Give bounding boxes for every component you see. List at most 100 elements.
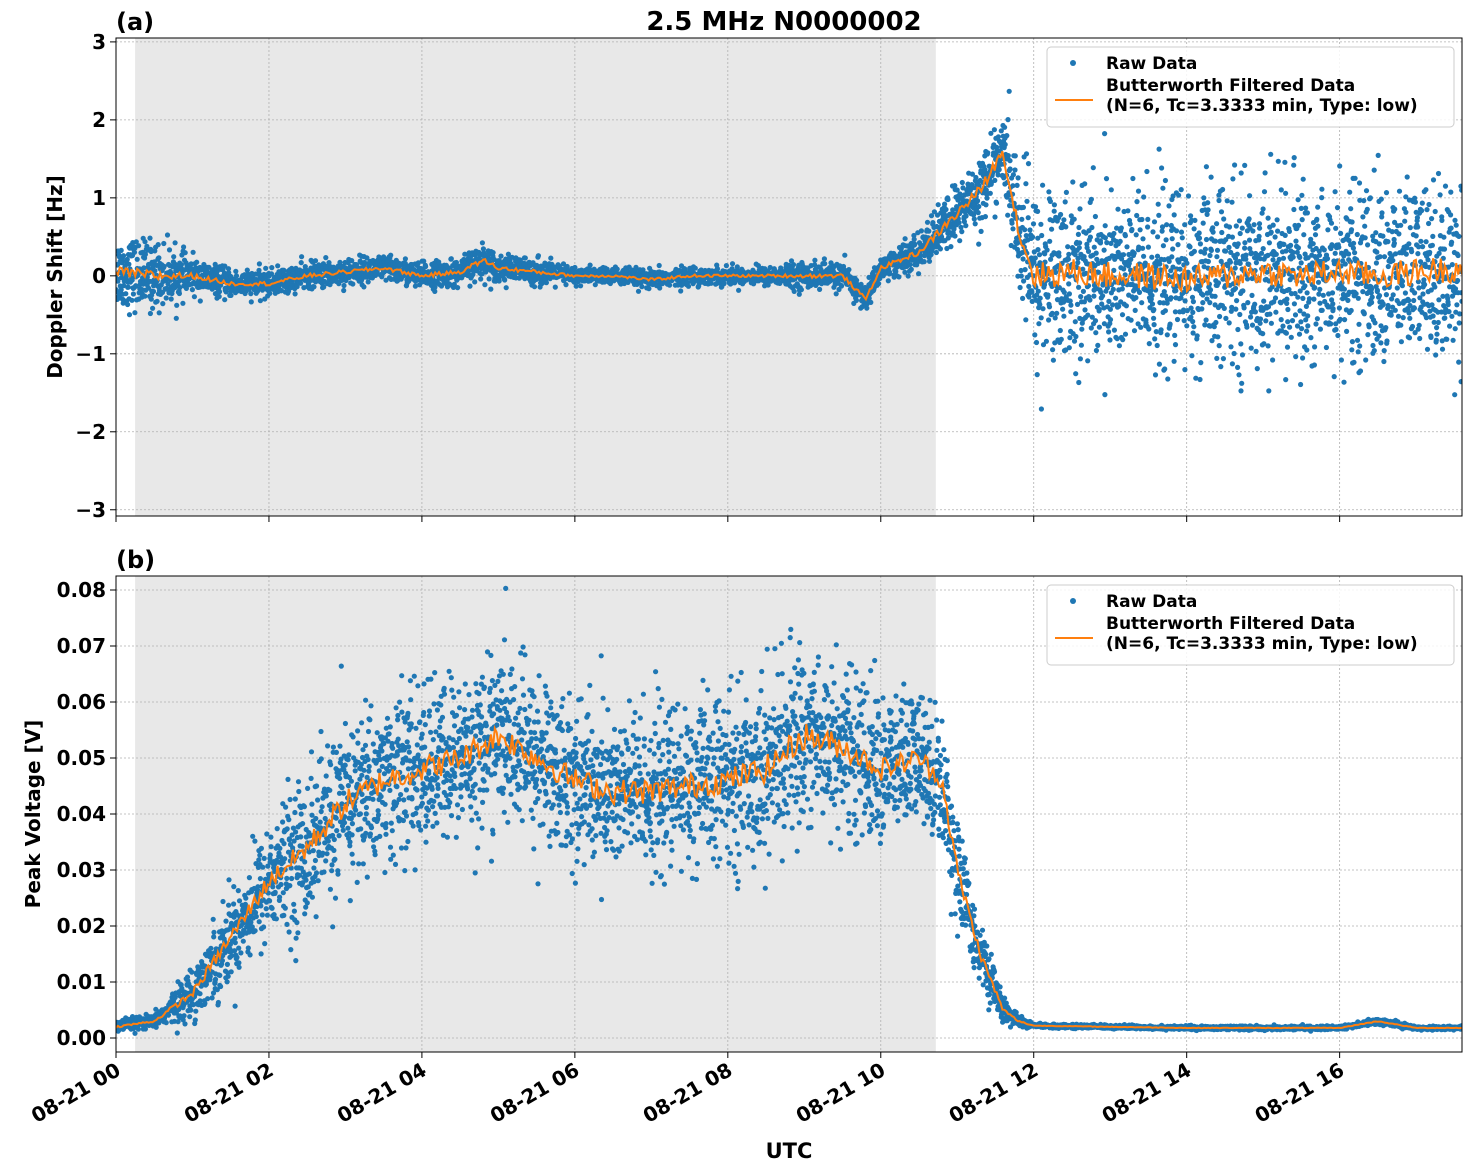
raw-data-point xyxy=(1207,300,1213,306)
raw-data-point xyxy=(1235,364,1241,370)
raw-data-point xyxy=(992,177,998,183)
raw-data-point xyxy=(126,261,132,267)
raw-data-point xyxy=(1365,242,1371,248)
raw-data-point xyxy=(1061,313,1067,319)
raw-data-point xyxy=(1374,287,1380,293)
raw-data-point xyxy=(1230,176,1236,182)
raw-data-point xyxy=(1240,288,1246,294)
raw-data-point xyxy=(1396,188,1403,194)
raw-data-point xyxy=(130,291,136,297)
raw-data-point xyxy=(1232,265,1238,271)
raw-data-point xyxy=(1365,332,1371,338)
raw-data-point xyxy=(926,258,933,264)
raw-data-point xyxy=(908,266,914,272)
raw-data-point xyxy=(1355,295,1361,301)
raw-data-point xyxy=(1381,358,1387,365)
raw-data-point xyxy=(1082,307,1088,313)
raw-data-point xyxy=(1238,170,1244,176)
raw-data-point xyxy=(535,253,542,259)
raw-data-point xyxy=(963,213,969,219)
raw-data-point xyxy=(1022,267,1028,273)
raw-data-point xyxy=(1160,185,1166,191)
raw-data-point xyxy=(1149,254,1155,260)
raw-data-point xyxy=(1032,332,1038,338)
raw-data-point xyxy=(1282,159,1288,165)
raw-data-point xyxy=(948,244,954,250)
raw-data-point xyxy=(1201,195,1207,201)
raw-data-point xyxy=(129,277,135,283)
raw-data-point xyxy=(1299,192,1305,198)
raw-data-point xyxy=(1268,151,1274,157)
raw-data-point xyxy=(1133,295,1139,301)
raw-data-point xyxy=(1063,224,1069,230)
raw-data-point xyxy=(1312,344,1318,350)
raw-data-point xyxy=(191,294,197,300)
raw-data-point xyxy=(1248,250,1254,256)
raw-data-point xyxy=(480,246,486,252)
raw-data-point xyxy=(1370,342,1376,349)
raw-data-point xyxy=(1355,349,1361,355)
raw-data-point xyxy=(1331,374,1337,380)
raw-data-point xyxy=(1304,328,1310,334)
raw-data-point xyxy=(1189,294,1196,300)
raw-data-point xyxy=(1096,324,1102,330)
raw-data-point xyxy=(1308,335,1314,341)
raw-data-point xyxy=(1300,355,1306,361)
raw-data-point xyxy=(166,247,173,253)
raw-data-point xyxy=(298,280,304,286)
raw-data-point xyxy=(1132,307,1138,313)
raw-data-point xyxy=(1239,352,1246,358)
raw-data-point xyxy=(311,284,317,290)
raw-data-point xyxy=(996,167,1002,173)
raw-data-point xyxy=(543,280,550,286)
raw-data-point xyxy=(326,260,332,266)
raw-data-point xyxy=(1159,165,1165,171)
raw-data-point xyxy=(1244,276,1251,282)
raw-data-point xyxy=(708,280,714,286)
raw-data-point xyxy=(432,288,438,294)
raw-data-point xyxy=(1202,246,1208,252)
raw-data-point xyxy=(1214,355,1220,361)
raw-data-point xyxy=(798,287,805,293)
raw-data-point xyxy=(1315,223,1321,229)
raw-data-point xyxy=(257,298,263,304)
raw-data-point xyxy=(838,283,845,289)
raw-data-point xyxy=(1103,176,1110,182)
raw-data-point xyxy=(1267,311,1273,317)
raw-data-point xyxy=(136,243,142,249)
raw-data-point xyxy=(1076,379,1082,386)
raw-data-point xyxy=(1243,252,1249,258)
raw-data-point xyxy=(1337,163,1343,169)
raw-data-point xyxy=(1256,221,1263,227)
raw-data-point xyxy=(159,289,166,295)
raw-data-point xyxy=(1189,353,1195,359)
raw-data-point xyxy=(1164,222,1170,228)
raw-data-point xyxy=(503,285,509,291)
raw-data-point xyxy=(1066,251,1072,257)
raw-data-point xyxy=(275,263,281,269)
raw-data-point xyxy=(1334,205,1341,211)
raw-data-point xyxy=(721,281,727,287)
raw-data-point xyxy=(1007,158,1013,164)
raw-data-point xyxy=(1250,228,1256,234)
raw-data-point xyxy=(1378,196,1384,202)
raw-data-point xyxy=(1221,305,1227,311)
raw-data-point xyxy=(1252,301,1258,307)
raw-data-point xyxy=(1060,306,1066,312)
raw-data-point xyxy=(1319,195,1325,201)
raw-data-point xyxy=(563,282,569,288)
raw-data-point xyxy=(1095,342,1101,348)
raw-data-point xyxy=(1247,193,1253,199)
raw-data-point xyxy=(1149,292,1155,299)
raw-data-point xyxy=(1133,232,1139,238)
raw-data-point xyxy=(1372,320,1378,326)
raw-data-point xyxy=(482,282,488,288)
raw-data-point xyxy=(1164,332,1170,338)
raw-data-point xyxy=(1356,321,1362,327)
raw-data-point xyxy=(1009,220,1015,226)
raw-data-point xyxy=(1025,161,1032,167)
raw-data-point xyxy=(488,286,494,292)
raw-data-point xyxy=(118,287,124,293)
raw-data-point xyxy=(1093,250,1099,256)
raw-data-point xyxy=(1102,131,1108,137)
